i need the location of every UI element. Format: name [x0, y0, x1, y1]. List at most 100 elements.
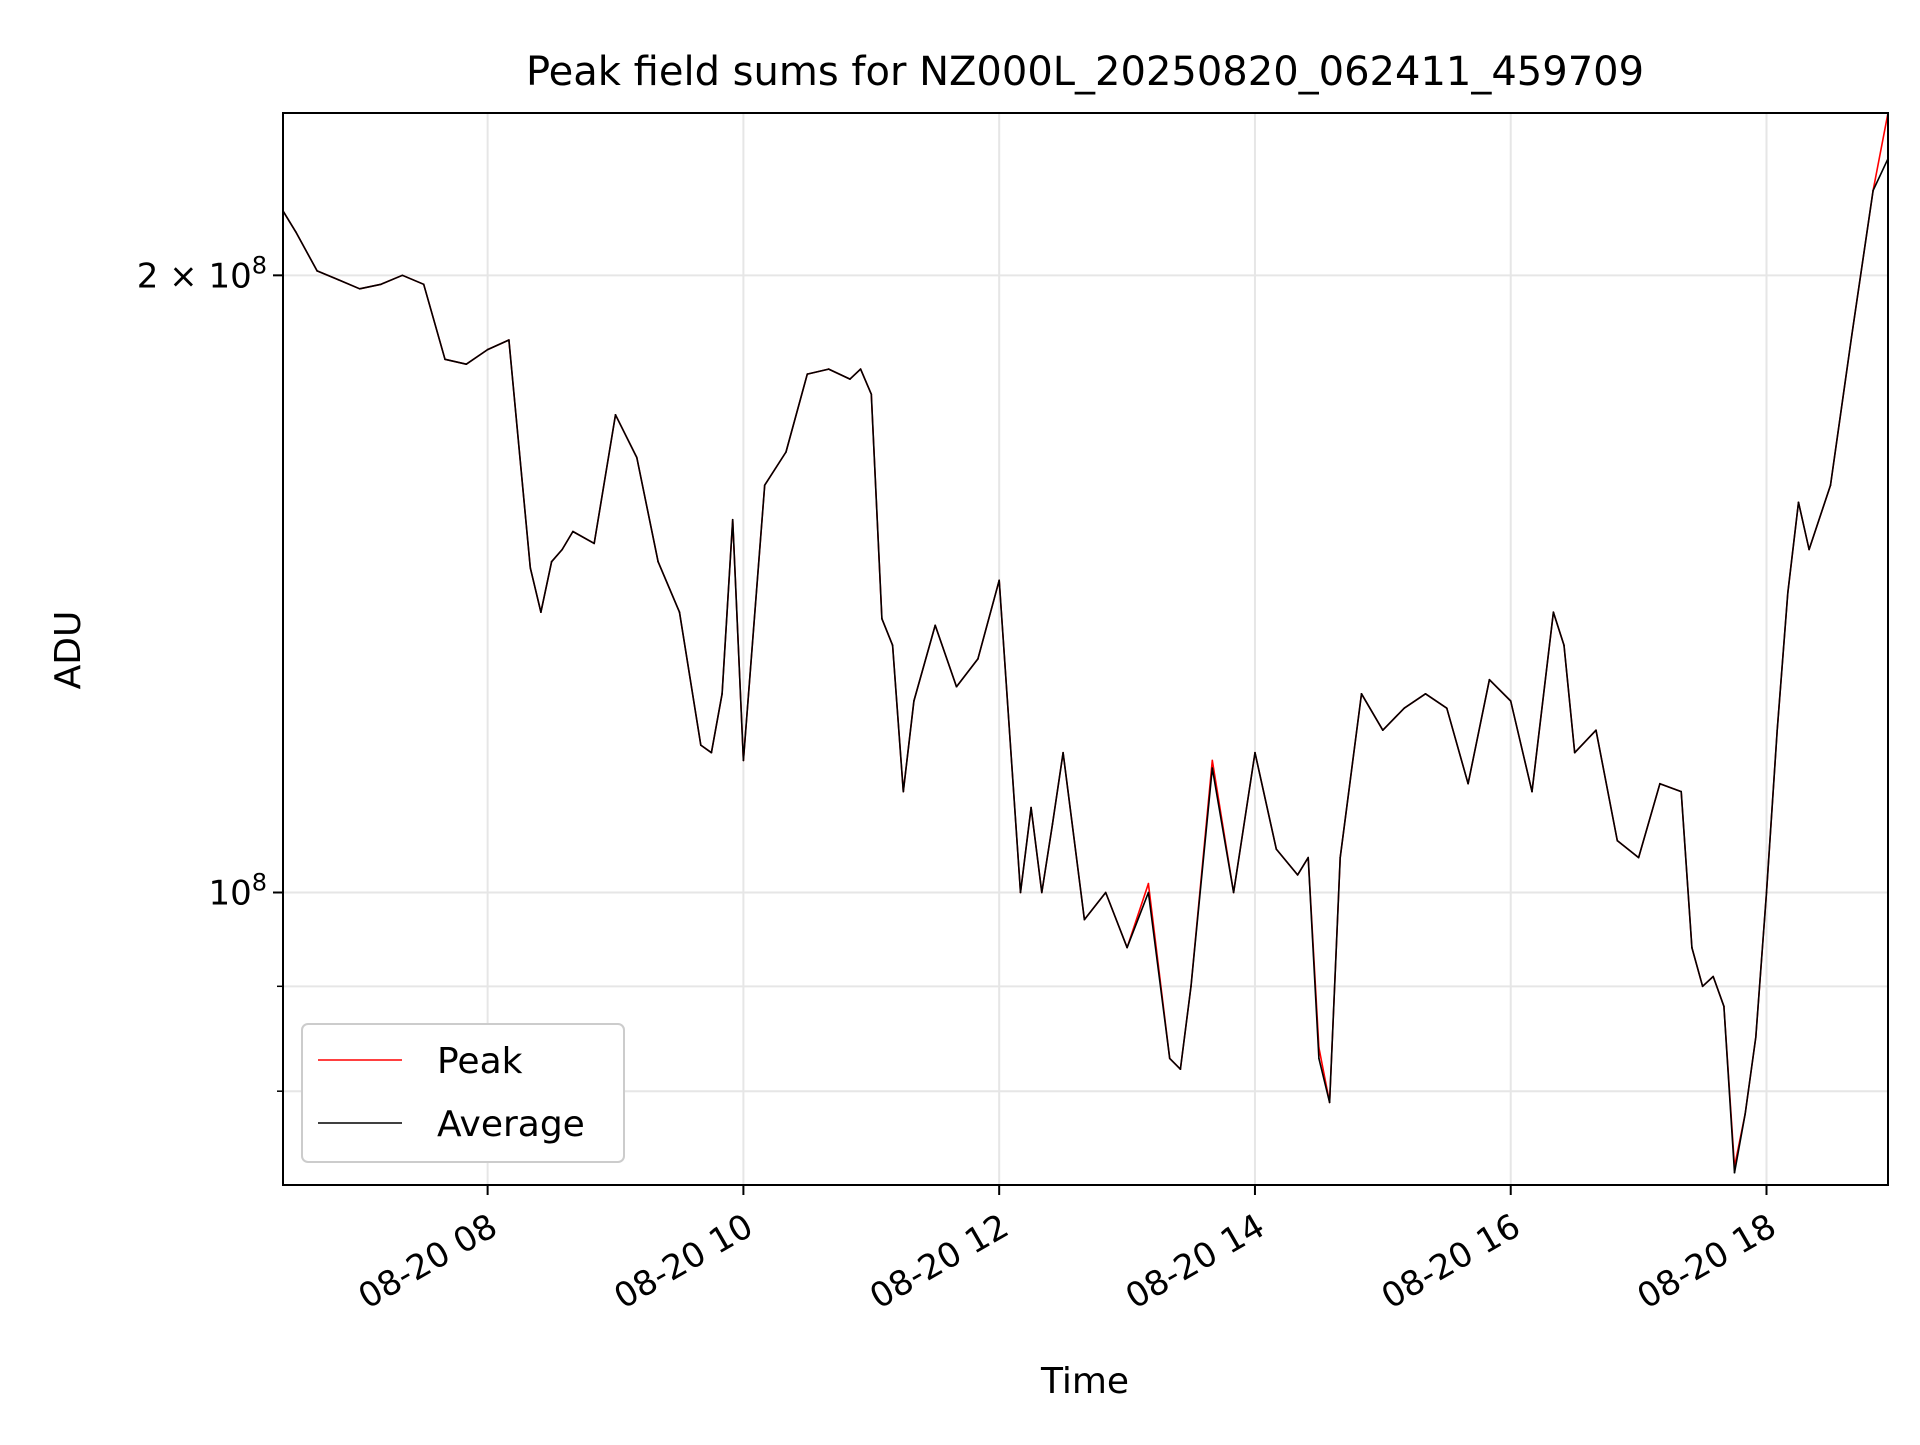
- data-point-average: [700, 744, 702, 746]
- data-point-average: [508, 339, 510, 341]
- data-point-average: [731, 518, 734, 521]
- data-point-average: [1424, 693, 1427, 695]
- data-point-average: [1083, 918, 1086, 921]
- chart-title: Peak field sums for NZ000L_20250820_0624…: [526, 49, 1644, 95]
- data-point-average: [572, 530, 574, 533]
- data-point-average: [1232, 891, 1235, 894]
- data-point-average: [1723, 1005, 1725, 1008]
- data-point-average: [955, 685, 958, 688]
- data-point-average: [401, 274, 404, 277]
- y-axis-ticks: 108 2 × 108: [137, 251, 283, 1092]
- data-point-average: [1808, 548, 1810, 551]
- data-point-average: [1552, 611, 1555, 613]
- legend-label-average: Average: [437, 1104, 585, 1145]
- data-point-average: [1360, 693, 1363, 695]
- data-point-average: [1211, 767, 1214, 769]
- data-point-average: [1563, 644, 1565, 647]
- data-point-average: [561, 548, 563, 551]
- data-point-peak: [1147, 882, 1150, 885]
- data-point-average: [1701, 985, 1704, 988]
- data-point-average: [806, 373, 809, 375]
- data-point-average: [1254, 751, 1256, 754]
- data-point-average: [1829, 484, 1832, 487]
- data-point-average: [827, 368, 830, 370]
- data-point-average: [1659, 782, 1661, 785]
- data-point-average: [1030, 806, 1032, 809]
- legend-label-peak: Peak: [437, 1041, 523, 1082]
- data-point-average: [1573, 751, 1576, 754]
- y-tick-label: 2 × 108: [137, 251, 267, 296]
- data-point-average: [1680, 790, 1682, 793]
- data-point-average: [1467, 782, 1469, 785]
- data-point-average: [1147, 891, 1150, 894]
- data-point-average: [934, 624, 936, 627]
- data-point-average: [486, 348, 489, 351]
- data-point-average: [1851, 334, 1853, 337]
- data-point-average: [902, 790, 905, 793]
- data-point-average: [1051, 823, 1054, 825]
- plot-frame: [282, 112, 1889, 1186]
- data-point-average: [1062, 751, 1064, 754]
- data-point-average: [763, 484, 766, 487]
- data-point-average: [678, 611, 681, 613]
- data-point-average: [1339, 856, 1341, 859]
- data-point-average: [1637, 856, 1640, 859]
- data-point-average: [550, 560, 553, 563]
- data-point-average: [1104, 891, 1107, 894]
- data-point-average: [422, 283, 425, 286]
- data-point-average: [913, 700, 915, 702]
- legend: Peak Average: [301, 1023, 625, 1163]
- data-point-average: [657, 560, 659, 563]
- data-point-average: [1019, 891, 1022, 894]
- data-point-average: [1328, 1101, 1331, 1104]
- data-point-average: [1275, 848, 1278, 850]
- data-point-average: [977, 658, 979, 660]
- data-point-average: [998, 579, 1000, 582]
- data-point-average: [721, 693, 723, 695]
- data-point-average: [1755, 1036, 1757, 1038]
- data-point-average: [540, 611, 542, 613]
- data-point-average: [1509, 700, 1512, 702]
- data-point-average: [529, 567, 532, 569]
- data-point-average: [1616, 839, 1619, 842]
- data-point-average: [1382, 729, 1384, 731]
- data-point-average: [1446, 707, 1448, 709]
- data-point-average: [295, 231, 297, 233]
- data-point-average: [881, 617, 883, 620]
- data-point-average: [1041, 891, 1043, 894]
- data-point-average: [1296, 874, 1299, 876]
- data-point-average: [1179, 1068, 1182, 1070]
- data-point-average: [1307, 856, 1309, 859]
- data-point-average: [614, 414, 617, 416]
- series-line-average: [282, 158, 1889, 1174]
- data-point-average: [337, 279, 340, 281]
- data-point-average: [1595, 729, 1597, 731]
- data-point-average: [1765, 891, 1768, 894]
- data-point-peak: [1211, 759, 1214, 762]
- data-point-average: [1733, 1171, 1736, 1174]
- y-axis-label: ADU: [48, 611, 89, 690]
- x-axis-label: Time: [1040, 1361, 1129, 1402]
- data-point-average: [1872, 189, 1874, 192]
- grid: [283, 113, 1888, 1185]
- data-point-average: [316, 270, 318, 272]
- data-point-average: [1787, 592, 1789, 594]
- data-point-average: [1744, 1112, 1746, 1115]
- data-point-average: [1190, 985, 1192, 988]
- data-point-average: [1168, 1057, 1171, 1060]
- data-point-average: [1691, 946, 1693, 949]
- data-point-average: [742, 759, 745, 762]
- data-point-average: [1712, 975, 1714, 978]
- data-point-average: [444, 358, 446, 361]
- data-point-average: [1318, 1057, 1320, 1060]
- data-point-average: [1126, 946, 1128, 949]
- data-point-average: [358, 288, 361, 290]
- data-point-average: [870, 393, 873, 396]
- data-point-average: [859, 368, 862, 370]
- data-point-average: [1797, 501, 1800, 504]
- data-point-average: [785, 451, 787, 453]
- data-point-average: [1403, 707, 1405, 709]
